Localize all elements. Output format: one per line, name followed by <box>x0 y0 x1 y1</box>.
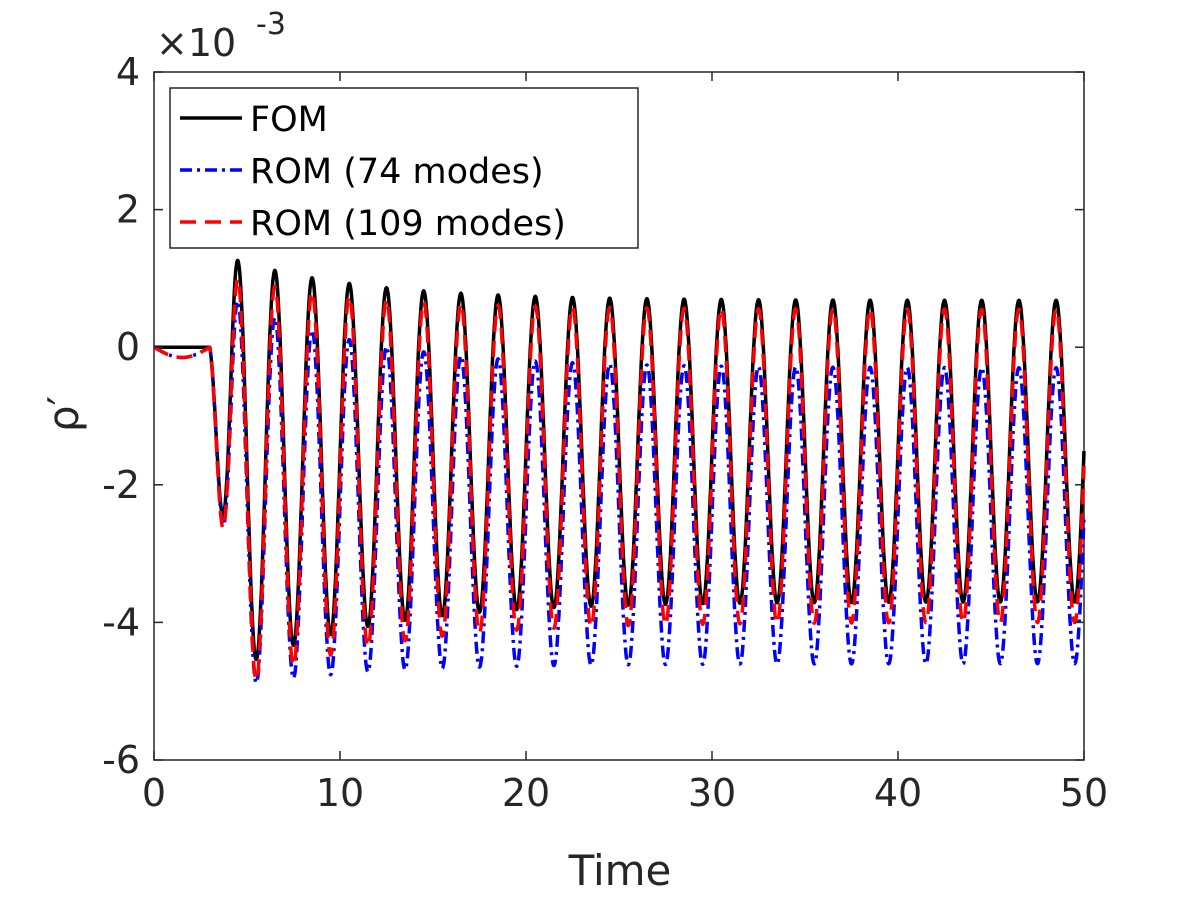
x-tick-label: 50 <box>1060 771 1108 815</box>
legend-box <box>169 87 639 249</box>
y-tick-label: 2 <box>116 188 140 232</box>
y-exponent-power: -3 <box>256 7 286 42</box>
ticks-layer: 0 10 20 30 40 50 -6 -4 -2 0 2 4 <box>102 50 1108 815</box>
legend: FOM ROM (74 modes) ROM (109 modes) <box>169 87 639 249</box>
series-line-2 <box>152 277 1086 682</box>
y-tick-label: -4 <box>102 600 140 644</box>
series-line-1 <box>152 299 1086 685</box>
legend-label-fom: FOM <box>250 100 328 140</box>
y-exponent: ×10 -3 <box>156 7 286 65</box>
series-layer <box>152 258 1086 685</box>
x-tick-label: 40 <box>874 771 922 815</box>
plot-area-border <box>153 71 1085 761</box>
axes-frame <box>153 71 1085 761</box>
y-exponent-base: ×10 <box>156 21 236 65</box>
x-tick-label: 10 <box>316 771 364 815</box>
x-tick-label: 0 <box>142 771 166 815</box>
y-tick-label: -6 <box>102 738 140 782</box>
legend-label-rom74: ROM (74 modes) <box>250 152 544 192</box>
x-tick-label: 20 <box>502 771 550 815</box>
y-tick-label: -2 <box>102 463 140 507</box>
x-axis-label: Time <box>568 846 672 895</box>
x-tick-label: 30 <box>688 771 736 815</box>
y-tick-label: 4 <box>116 50 140 94</box>
series-line-0 <box>152 258 1086 662</box>
legend-label-rom109: ROM (109 modes) <box>250 204 566 244</box>
y-tick-label: 0 <box>116 325 140 369</box>
y-axis-label: ρ′ <box>39 396 88 432</box>
